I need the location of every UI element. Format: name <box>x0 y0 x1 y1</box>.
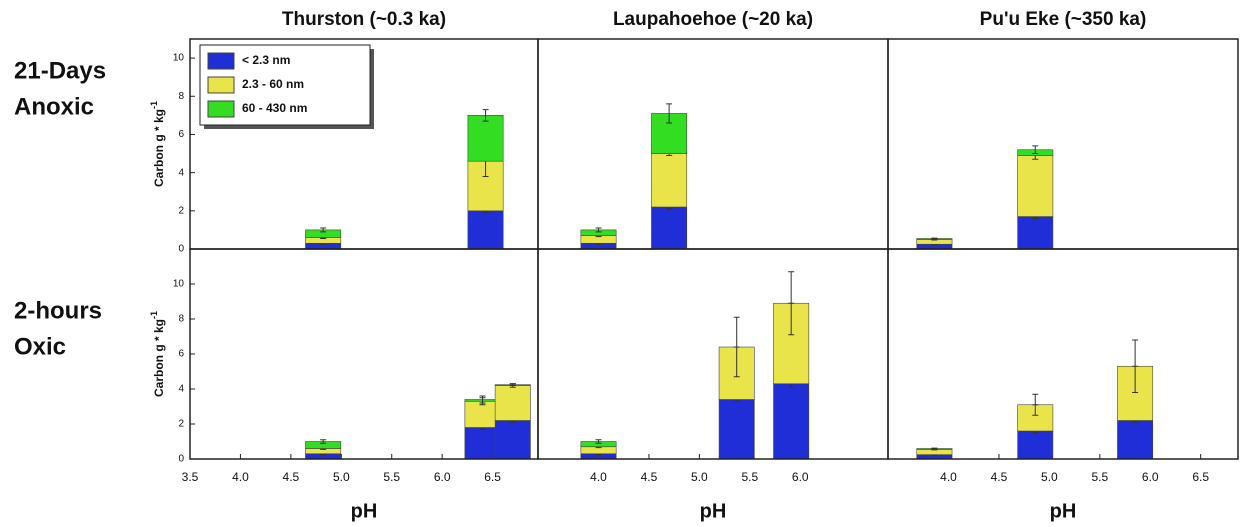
x-axis-label: pH <box>351 500 378 522</box>
bar-segment <box>494 420 531 460</box>
y-tick-label: 6 <box>178 349 184 360</box>
legend-label: 2.3 - 60 nm <box>242 77 304 91</box>
bar-segment <box>773 302 810 385</box>
legend-swatch <box>207 76 235 94</box>
panel-frame <box>537 248 889 460</box>
y-tick-label: 2 <box>178 205 184 216</box>
bar-segment <box>1117 420 1154 460</box>
error-bar <box>479 395 486 404</box>
y-axis-label-text: Carbon g * kg <box>152 319 166 397</box>
y-tick-label: 10 <box>173 53 185 64</box>
x-tick-label: 4.0 <box>590 470 607 484</box>
y-axis-label: Carbon g * kg-1 <box>149 311 166 397</box>
legend-label: 60 - 430 nm <box>242 101 307 115</box>
legend-label: < 2.3 nm <box>242 53 290 67</box>
x-tick-label: 5.5 <box>1091 470 1108 484</box>
panel-title: Laupahoehoe (~20 ka) <box>613 9 813 30</box>
error-bar <box>320 227 327 233</box>
legend-swatch <box>207 52 235 70</box>
x-axis-label: pH <box>1050 500 1077 522</box>
bar-segment <box>1017 216 1054 250</box>
bar-segment <box>651 153 688 208</box>
bar-segment <box>1017 430 1054 460</box>
row-label: Anoxic <box>14 93 94 120</box>
y-tick-label: 4 <box>178 384 184 395</box>
x-tick-label: 5.0 <box>1041 470 1058 484</box>
x-tick-label: 4.0 <box>940 470 957 484</box>
error-bar <box>482 109 489 122</box>
error-bar <box>509 383 516 386</box>
x-tick-label: 5.5 <box>741 470 758 484</box>
bar-segment <box>464 427 501 460</box>
bar-segment <box>467 210 504 250</box>
x-tick-label: 6.5 <box>1192 470 1209 484</box>
bar-segment <box>467 115 504 162</box>
legend-swatch <box>207 100 235 118</box>
error-bar <box>595 227 602 233</box>
y-tick-label: 0 <box>178 454 184 465</box>
y-tick-label: 10 <box>173 279 185 290</box>
panel-title: Thurston (~0.3 ka) <box>282 9 446 30</box>
x-tick-label: 6.0 <box>434 470 451 484</box>
y-tick-label: 8 <box>178 314 184 325</box>
x-tick-label: 3.5 <box>182 470 199 484</box>
y-axis-label: Carbon g * kg-1 <box>149 101 166 187</box>
y-axis-label-sup: -1 <box>149 311 159 319</box>
bar-segment <box>494 385 531 421</box>
x-tick-label: 6.0 <box>1142 470 1159 484</box>
y-axis-label-sup: -1 <box>149 101 159 109</box>
error-bar <box>320 439 327 444</box>
x-tick-label: 6.0 <box>792 470 809 484</box>
y-tick-label: 8 <box>178 91 184 102</box>
bar-segment <box>1017 155 1054 217</box>
x-tick-label: 5.0 <box>691 470 708 484</box>
y-axis-label-text: Carbon g * kg <box>152 109 166 187</box>
x-tick-label: 4.5 <box>283 470 300 484</box>
error-bar <box>666 103 673 124</box>
y-tick-label: 4 <box>178 167 184 178</box>
panel-frame <box>887 38 1239 250</box>
panel-frame <box>537 38 889 250</box>
row-label: 2-hours <box>14 297 102 324</box>
error-bar <box>1032 145 1039 155</box>
y-tick-label: 2 <box>178 419 184 430</box>
x-tick-label: 4.5 <box>991 470 1008 484</box>
error-bar <box>931 237 938 240</box>
bar-segment <box>651 206 688 250</box>
panel-frame <box>887 248 1239 460</box>
error-bar <box>595 439 602 444</box>
bar-segment <box>773 383 810 460</box>
y-tick-label: 0 <box>178 244 184 255</box>
x-tick-label: 5.5 <box>383 470 400 484</box>
y-tick-label: 6 <box>178 129 184 140</box>
error-bar <box>931 447 938 450</box>
x-tick-label: 5.0 <box>333 470 350 484</box>
x-tick-label: 4.5 <box>641 470 658 484</box>
x-tick-label: 4.0 <box>232 470 249 484</box>
row-label: Oxic <box>14 333 66 360</box>
x-axis-label: pH <box>700 500 727 522</box>
row-label: 21-Days <box>14 57 106 84</box>
x-tick-label: 6.5 <box>484 470 501 484</box>
bar-segment <box>718 399 755 460</box>
panel-title: Pu'u Eke (~350 ka) <box>980 9 1147 30</box>
